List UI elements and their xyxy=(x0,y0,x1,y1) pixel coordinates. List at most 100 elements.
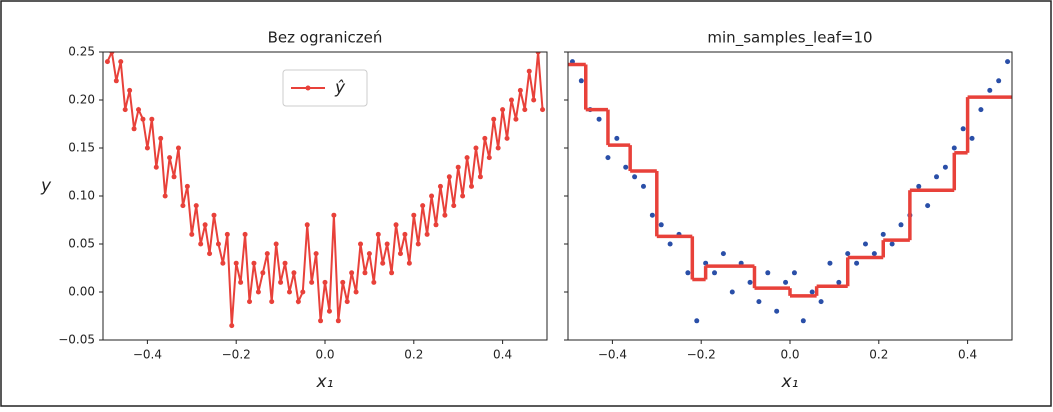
point xyxy=(495,145,501,151)
point xyxy=(402,231,408,237)
point xyxy=(969,135,975,141)
point xyxy=(960,126,966,132)
point xyxy=(171,174,177,180)
point xyxy=(167,155,173,161)
point xyxy=(375,231,381,237)
point xyxy=(136,107,142,113)
point xyxy=(614,135,620,141)
point xyxy=(371,279,377,285)
point xyxy=(469,183,475,189)
point xyxy=(473,145,479,151)
point xyxy=(313,251,319,257)
point xyxy=(406,260,412,266)
point xyxy=(304,222,310,228)
point xyxy=(429,193,435,199)
point xyxy=(189,231,195,237)
point xyxy=(836,279,842,285)
point xyxy=(420,203,426,209)
point xyxy=(482,135,488,141)
point xyxy=(264,251,270,257)
y-tick-label: 0.25 xyxy=(68,45,95,59)
point xyxy=(286,289,292,295)
point xyxy=(898,222,904,228)
point xyxy=(880,231,886,237)
point xyxy=(149,116,155,122)
point xyxy=(667,241,673,247)
point xyxy=(491,116,497,122)
point xyxy=(694,318,700,324)
point xyxy=(184,183,190,189)
point xyxy=(162,193,168,199)
point xyxy=(131,126,137,132)
x-tick-label: −0.4 xyxy=(133,348,162,362)
point xyxy=(540,107,546,113)
point xyxy=(326,308,332,314)
point xyxy=(411,212,417,218)
point xyxy=(193,203,199,209)
point xyxy=(353,289,359,295)
x-tick-label: 0.2 xyxy=(869,348,888,362)
point xyxy=(215,241,221,247)
point xyxy=(104,59,110,65)
point xyxy=(397,251,403,257)
point xyxy=(862,241,868,247)
point xyxy=(153,164,159,170)
point xyxy=(455,164,461,170)
chart-title: min_samples_leaf=10 xyxy=(707,29,872,48)
point xyxy=(765,270,771,276)
point xyxy=(729,289,735,295)
point xyxy=(925,203,931,209)
point xyxy=(247,299,253,305)
point xyxy=(122,107,128,113)
point xyxy=(433,222,439,228)
point xyxy=(202,222,208,228)
point xyxy=(978,107,984,113)
point xyxy=(658,222,664,228)
point xyxy=(242,231,248,237)
y-tick-label: 0.00 xyxy=(68,285,95,299)
x-tick-label: −0.2 xyxy=(687,348,716,362)
x-axis-label: x₁ xyxy=(316,372,334,392)
point xyxy=(916,183,922,189)
y-tick-label: 0.20 xyxy=(68,93,95,107)
point xyxy=(464,155,470,161)
point xyxy=(800,318,806,324)
legend-marker xyxy=(305,85,311,91)
point xyxy=(238,279,244,285)
point xyxy=(384,241,390,247)
point xyxy=(531,97,537,103)
legend-label: ŷ xyxy=(334,78,346,98)
point xyxy=(871,251,877,257)
point xyxy=(504,135,510,141)
point xyxy=(605,155,611,161)
point xyxy=(207,251,213,257)
point xyxy=(322,279,328,285)
point xyxy=(623,164,629,170)
x-axis-label: x₁ xyxy=(781,372,799,392)
point xyxy=(535,52,541,55)
point xyxy=(144,145,150,151)
y-tick-label: 0.10 xyxy=(68,189,95,203)
x-tick-label: 0.2 xyxy=(404,348,423,362)
point xyxy=(477,174,483,180)
point xyxy=(415,241,421,247)
x-tick-label: −0.2 xyxy=(222,348,251,362)
chart-title: Bez ograniczeń xyxy=(268,29,383,47)
point xyxy=(827,260,833,266)
point xyxy=(393,222,399,228)
point xyxy=(335,318,341,324)
point xyxy=(526,68,532,74)
point xyxy=(158,135,164,141)
point xyxy=(774,308,780,314)
point xyxy=(309,279,315,285)
point xyxy=(513,116,519,122)
point xyxy=(220,260,226,266)
point xyxy=(118,59,124,65)
point xyxy=(649,212,655,218)
point xyxy=(295,299,301,305)
point xyxy=(818,299,824,305)
point xyxy=(349,270,355,276)
point xyxy=(300,289,306,295)
point xyxy=(578,78,584,84)
